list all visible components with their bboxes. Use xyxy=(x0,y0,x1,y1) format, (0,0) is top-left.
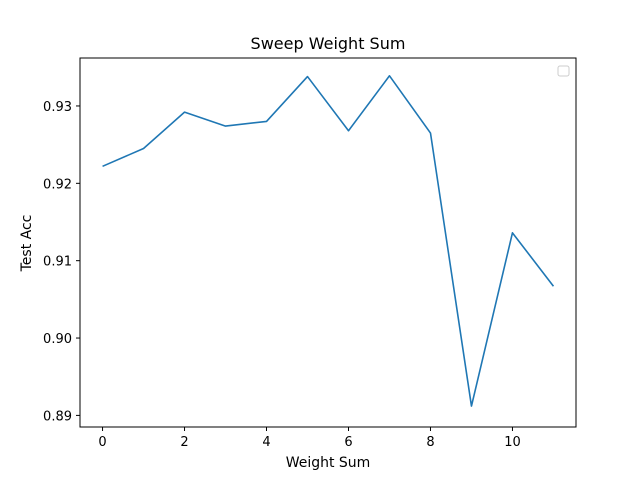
plot-area: 0 2 4 6 8 10 0.89 0.90 0.91 0.92 0.93 xyxy=(43,57,577,450)
y-tick-label: 0.92 xyxy=(43,177,72,192)
chart-title: Sweep Weight Sum xyxy=(251,34,406,53)
y-tick-label: 0.93 xyxy=(43,100,72,115)
x-tick-label: 4 xyxy=(262,435,270,450)
y-tick-label: 0.91 xyxy=(43,255,72,270)
series-line-0 xyxy=(102,74,555,407)
x-axis-label: Weight Sum xyxy=(286,455,371,471)
legend-box xyxy=(557,65,570,77)
x-tick-label: 0 xyxy=(98,435,106,450)
x-tick-label: 2 xyxy=(180,435,188,450)
x-tick-label: 10 xyxy=(504,435,521,450)
y-tick-label: 0.90 xyxy=(43,332,72,347)
y-tick-label: 0.89 xyxy=(43,409,72,424)
axes-frame xyxy=(79,57,577,428)
x-tick-label: 6 xyxy=(344,435,352,450)
x-tick-label: 8 xyxy=(426,435,434,450)
y-axis-label: Test Acc xyxy=(19,215,35,273)
